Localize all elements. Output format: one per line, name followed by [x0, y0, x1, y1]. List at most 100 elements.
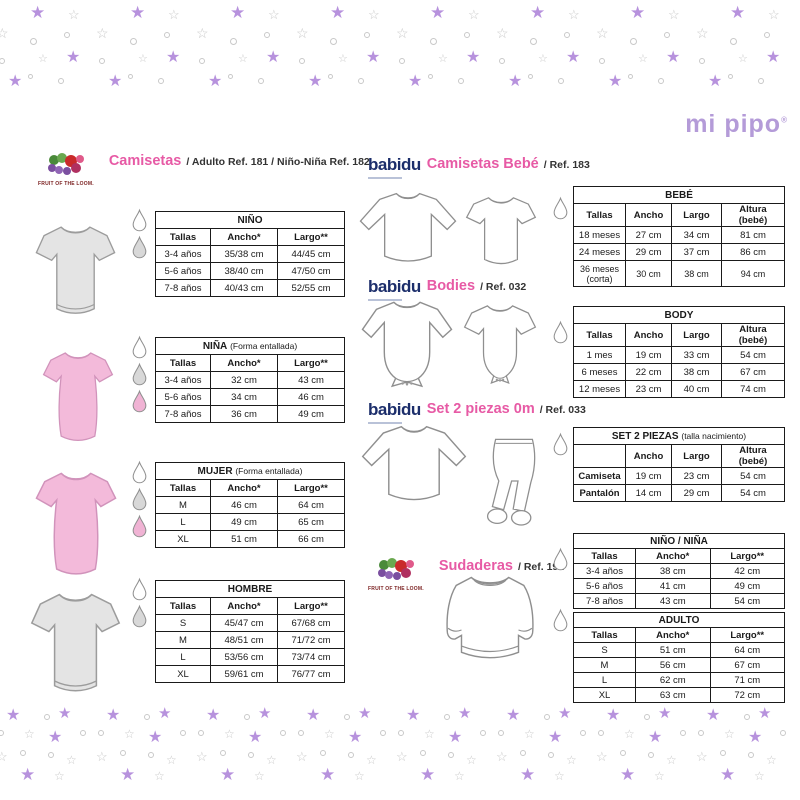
- dot-icon: [564, 32, 570, 38]
- table-cell: 66 cm: [277, 530, 345, 548]
- star-outline-icon: ☆: [254, 769, 265, 783]
- star-filled-icon: ★: [308, 73, 323, 90]
- table-row: 5-6 años 41 cm 49 cm: [573, 578, 785, 594]
- table-cell: 53/56 cm: [210, 648, 278, 666]
- star-filled-icon: ★: [758, 706, 772, 722]
- dot-icon: [480, 730, 486, 736]
- dot-icon: [199, 58, 205, 64]
- table-cell: XL: [155, 665, 211, 683]
- dot-icon: [20, 750, 26, 756]
- star-outline-icon: ☆: [654, 769, 665, 783]
- section-title: Camisetas: [108, 153, 182, 169]
- mujer-size-table: MUJER (Forma entallada) Tallas Ancho* Larg…: [155, 462, 345, 548]
- column-header: Largo**: [277, 479, 345, 497]
- star-outline-icon: ☆: [296, 749, 308, 764]
- dot-icon: [298, 730, 304, 736]
- star-filled-icon: ★: [320, 765, 336, 784]
- star-filled-icon: ★: [108, 73, 123, 90]
- table-row: Camiseta 19 cm 23 cm 54 cm: [573, 467, 785, 485]
- star-outline-icon: ☆: [524, 727, 535, 741]
- dot-icon: [520, 750, 526, 756]
- column-header: Ancho*: [635, 548, 711, 564]
- dot-icon: [248, 752, 254, 758]
- color-drop-icon: [132, 577, 147, 601]
- dot-icon: [344, 714, 350, 720]
- table-row: M 48/51 cm 71/72 cm: [155, 631, 345, 649]
- camisetas-header: FRUIT OF THE LOOM. Camisetas / Adulto Re…: [38, 153, 370, 187]
- table-cell: 73/74 cm: [277, 648, 345, 666]
- table-cell: 45/47 cm: [210, 614, 278, 632]
- table-row: 3-4 años 32 cm 43 cm: [155, 371, 345, 389]
- table-title-row: SET 2 PIEZAS (talla nacimiento): [573, 427, 785, 445]
- dot-icon: [648, 752, 654, 758]
- column-header: Largo**: [277, 228, 345, 246]
- table-cell: 7-8 años: [155, 279, 211, 297]
- star-outline-icon: ☆: [354, 769, 365, 783]
- table-cell: 7-8 años: [155, 405, 211, 423]
- table-cell: 7-8 años: [573, 593, 636, 609]
- dot-icon: [398, 730, 404, 736]
- star-filled-icon: ★: [220, 765, 236, 784]
- dot-icon: [420, 750, 426, 756]
- dot-icon: [299, 58, 305, 64]
- column-header: Largo**: [709, 627, 785, 643]
- table-cell: 34 cm: [671, 226, 722, 244]
- dot-icon: [548, 752, 554, 758]
- column-header: Tallas: [573, 203, 626, 227]
- table-cell: 5-6 años: [155, 388, 211, 406]
- dot-icon: [780, 730, 786, 736]
- star-filled-icon: ★: [430, 3, 446, 22]
- babidu-logo: babidu: [368, 278, 421, 301]
- table-cell: 38 cm: [635, 563, 711, 579]
- dot-icon: [728, 74, 733, 79]
- section-subtitle: / Ref. 032: [480, 281, 527, 293]
- column-header: Ancho: [625, 444, 672, 468]
- table-cell: 71 cm: [709, 672, 785, 688]
- babidu-tagline: [368, 422, 402, 424]
- star-outline-icon: ☆: [596, 749, 608, 764]
- star-filled-icon: ★: [748, 729, 763, 746]
- table-cell: 76/77 cm: [277, 665, 345, 683]
- star-outline-icon: ☆: [238, 53, 248, 65]
- star-filled-icon: ★: [158, 706, 172, 722]
- star-outline-icon: ☆: [368, 7, 380, 22]
- table-cell: 67/68 cm: [277, 614, 345, 632]
- table-row: 5-6 años 38/40 cm 47/50 cm: [155, 262, 345, 280]
- table-row: S 51 cm 64 cm: [573, 642, 785, 658]
- table-row: XL 59/61 cm 76/77 cm: [155, 665, 345, 683]
- table-row: M 56 cm 67 cm: [573, 657, 785, 673]
- star-filled-icon: ★: [620, 765, 636, 784]
- star-outline-icon: ☆: [624, 727, 635, 741]
- table-header-row: Tallas Ancho* Largo**: [155, 354, 345, 372]
- table-row: 3-4 años 35/38 cm 44/45 cm: [155, 245, 345, 263]
- baby-shirt-longsleeve-illustration: [359, 192, 457, 262]
- fruit-of-the-loom-wordmark: FRUIT OF THE LOOM.: [38, 181, 94, 187]
- table-title: HOMBRE: [227, 583, 273, 595]
- star-outline-icon: ☆: [154, 769, 165, 783]
- column-header: Largo: [671, 323, 722, 347]
- star-filled-icon: ★: [658, 706, 672, 722]
- table-cell: 74 cm: [721, 380, 785, 398]
- dot-icon: [630, 38, 637, 45]
- table-cell: 38 cm: [671, 260, 722, 287]
- star-filled-icon: ★: [666, 49, 681, 66]
- star-outline-icon: ☆: [638, 53, 648, 65]
- column-header: Tallas: [155, 354, 211, 372]
- table-cell: 49 cm: [709, 578, 785, 594]
- nina-size-table: NIÑA (Forma entallada) Tallas Ancho* Largo…: [155, 337, 345, 423]
- table-cell: 3-4 años: [155, 245, 211, 263]
- color-drop-icon: [553, 608, 568, 632]
- table-title: NIÑO / NIÑA: [650, 535, 708, 547]
- sudadera-adulto-size-table: ADULTO Tallas Ancho* Largo** S 51 cm 64 cm M 5…: [573, 612, 785, 703]
- table-title-row: MUJER (Forma entallada): [155, 462, 345, 480]
- table-title: NIÑA: [202, 340, 228, 352]
- table-title-row: HOMBRE: [155, 580, 345, 598]
- section-title: Bodies: [426, 278, 476, 294]
- star-filled-icon: ★: [330, 3, 346, 22]
- table-cell: 49 cm: [210, 513, 278, 531]
- table-header-row: Ancho Largo Altura (bebé): [573, 444, 785, 468]
- table-cell: M: [573, 657, 636, 673]
- table-title-note: (talla nacimiento): [681, 430, 747, 441]
- table-header-row: Tallas Ancho* Largo**: [155, 597, 345, 615]
- table-header-row: Tallas Ancho Largo Altura (bebé): [573, 203, 785, 227]
